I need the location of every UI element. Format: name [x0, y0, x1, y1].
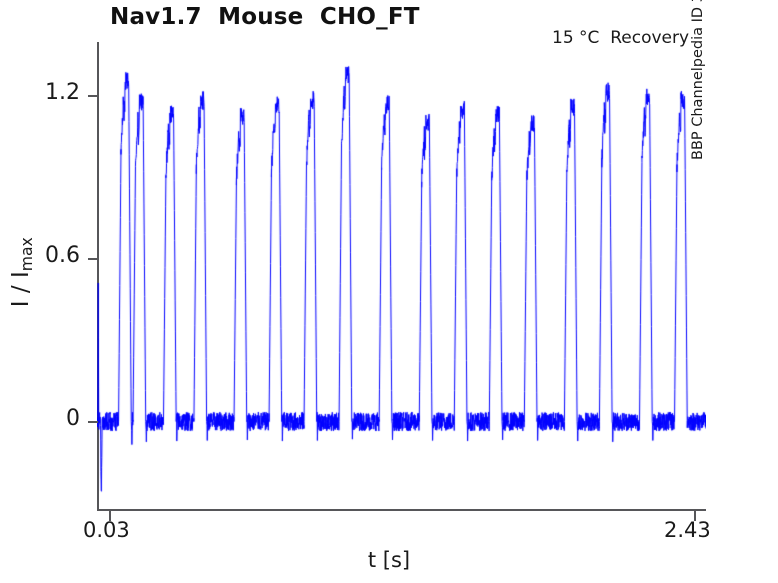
y-axis-title: I / Imax	[8, 202, 36, 342]
page-title: Nav1.7 Mouse CHO_FT	[110, 4, 420, 30]
y-tick-label: 1.2	[45, 80, 80, 106]
y-tick-mark	[88, 95, 98, 98]
y-tick-mark	[88, 257, 98, 260]
y-tick-label: 0.6	[45, 242, 80, 268]
y-tick-label: 0	[66, 405, 80, 431]
current-trace-plot	[97, 42, 706, 511]
x-tick-label: 2.43	[664, 518, 711, 542]
x-tick-label: 0.03	[83, 518, 130, 542]
y-axis-title-subscript: max	[17, 237, 37, 272]
y-tick-mark	[88, 420, 98, 423]
y-axis-title-main: I / I	[7, 271, 34, 308]
x-tick-mark	[109, 511, 111, 521]
x-axis-title: t [s]	[367, 548, 411, 572]
x-tick-mark	[694, 511, 696, 521]
